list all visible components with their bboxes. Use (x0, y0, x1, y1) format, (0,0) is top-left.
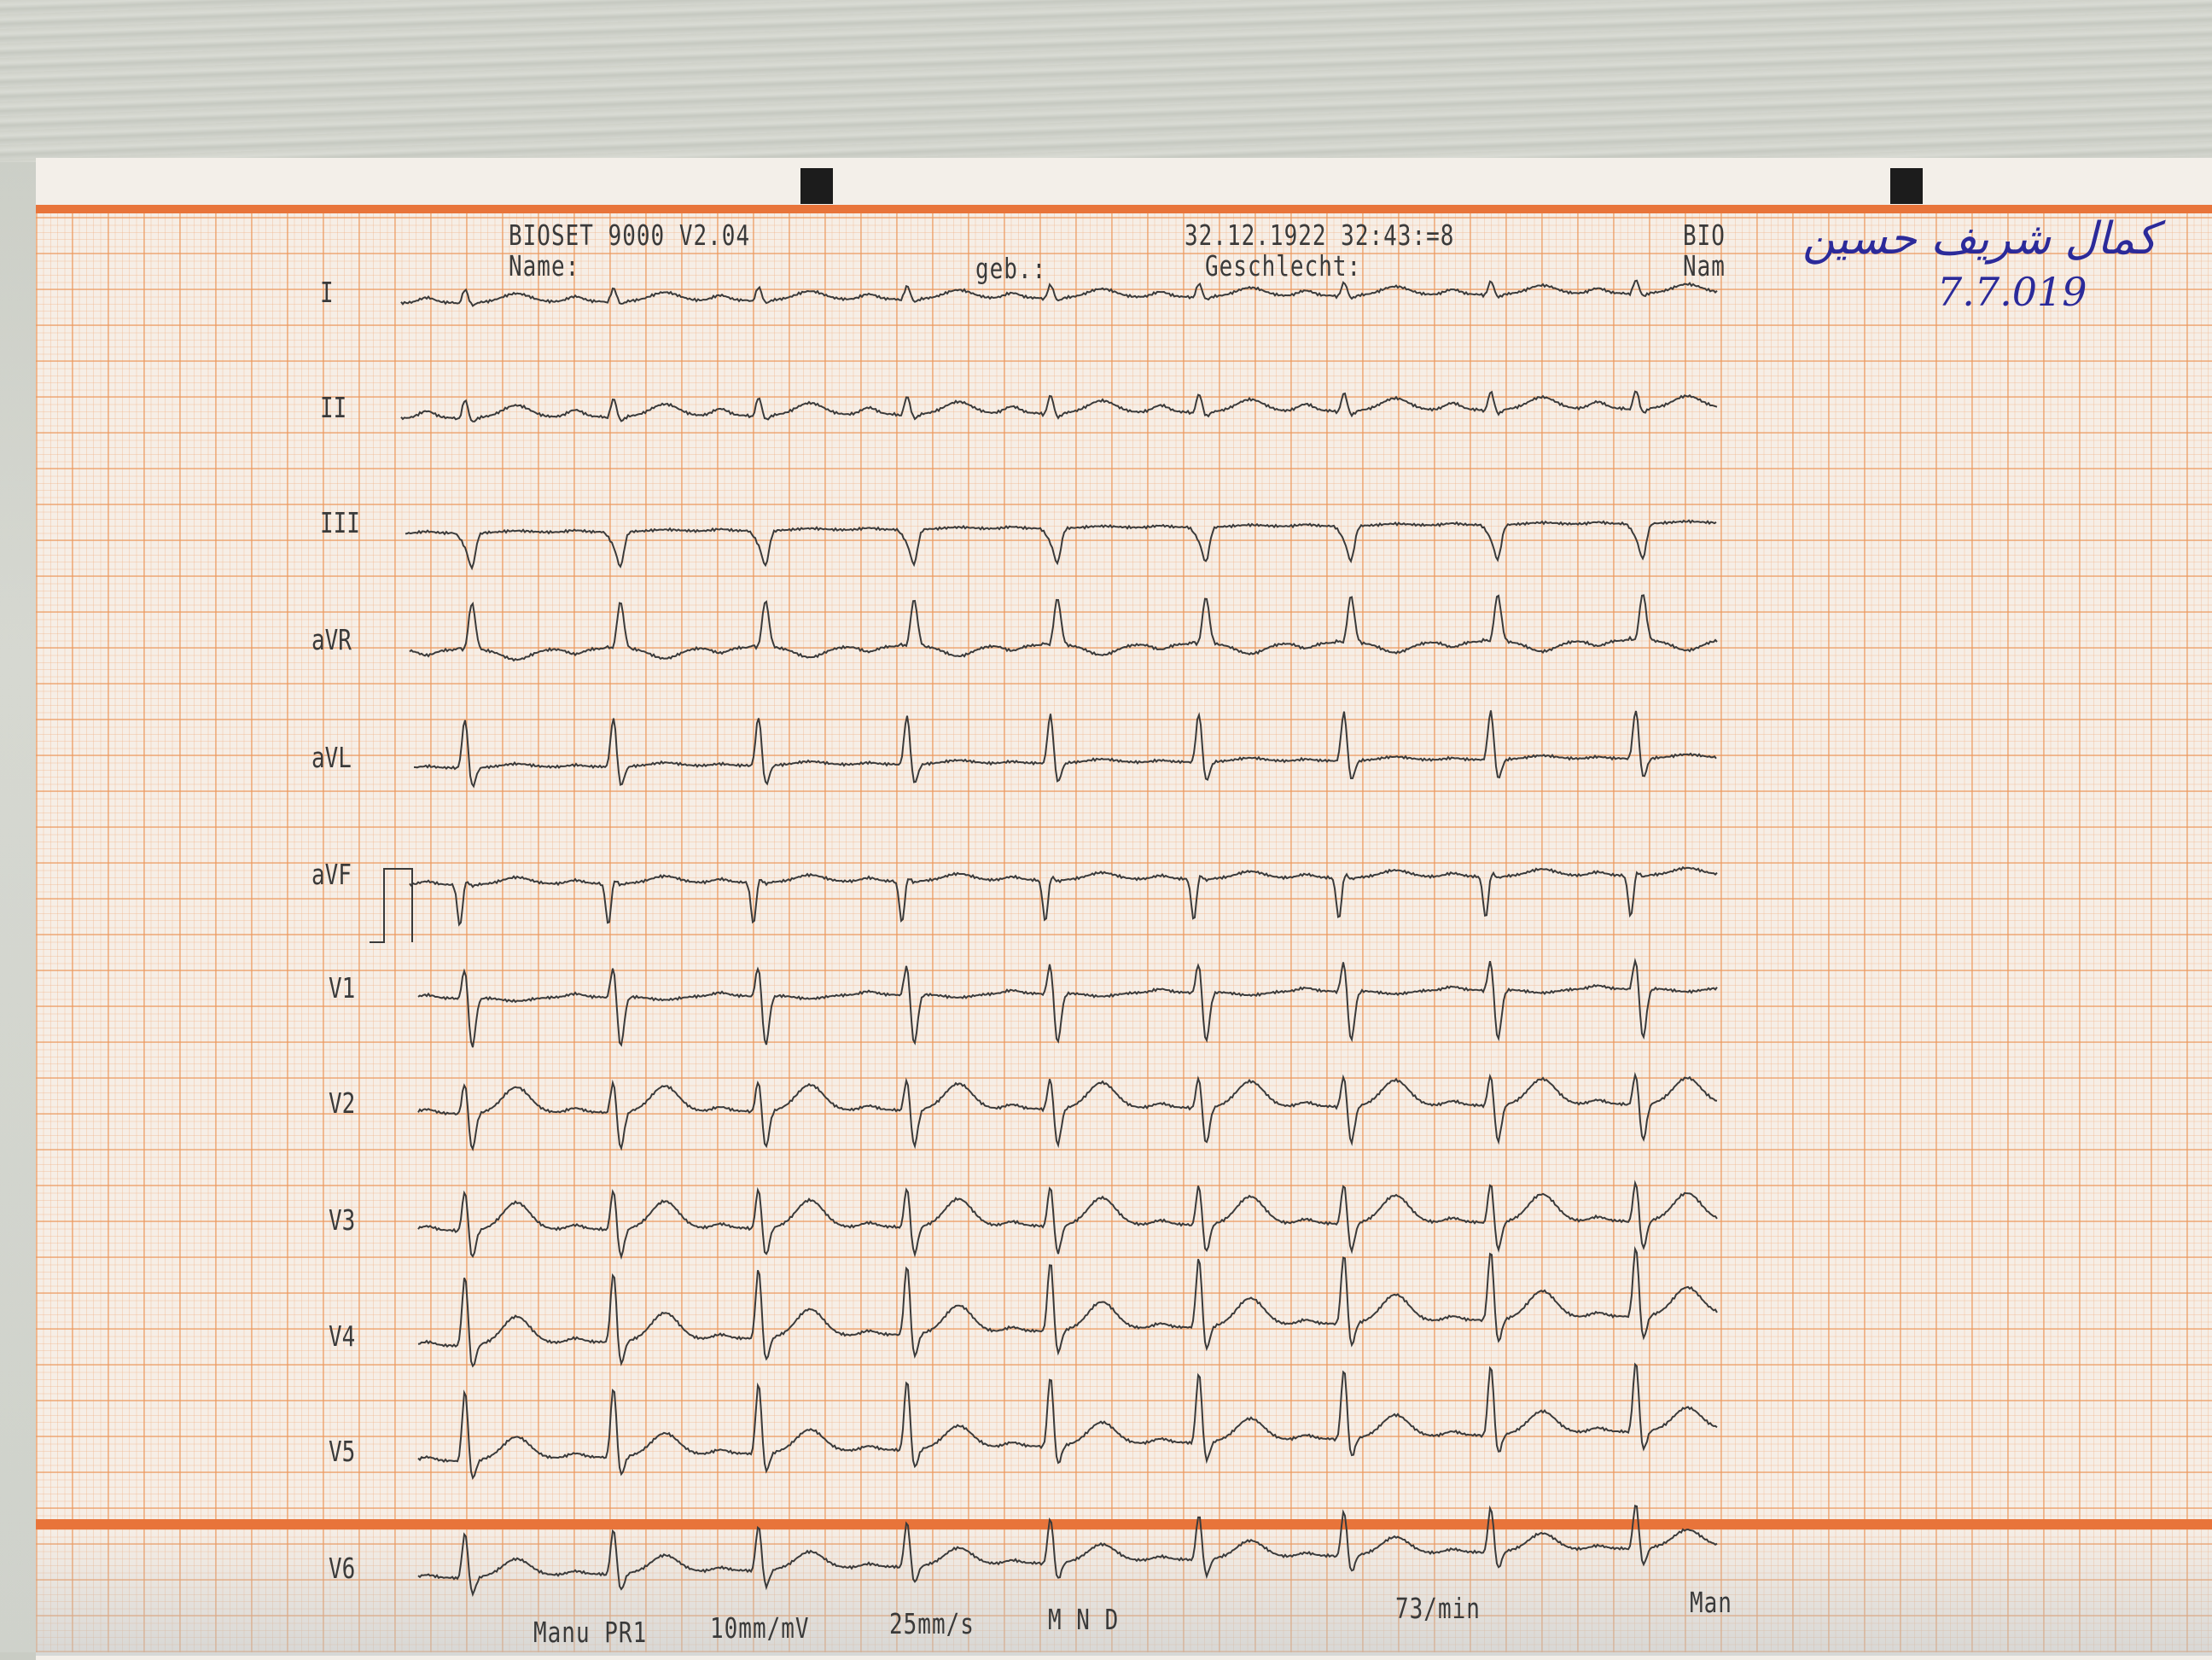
corner-label-top: BIO (1683, 220, 1726, 253)
lead-label-i: I (320, 277, 334, 310)
lead-label-avr: aVR (311, 625, 352, 657)
sync-mark (1890, 168, 1923, 204)
trace-iii (405, 519, 1717, 571)
trace-v3 (417, 1179, 1718, 1261)
calibration-pulse (370, 868, 413, 943)
lead-label-ii: II (320, 393, 347, 425)
trace-v6 (417, 1504, 1718, 1598)
trace-v4 (417, 1245, 1718, 1368)
lead-label-avl: aVL (311, 743, 352, 775)
recording-mode: Manu PR1 (533, 1617, 648, 1650)
footer-corner-label: Man (1690, 1587, 1732, 1620)
lead-label-v1: V1 (329, 973, 356, 1005)
trace-avl (413, 710, 1717, 789)
trace-i (400, 279, 1718, 307)
birth-label: geb.: (975, 253, 1047, 286)
top-border-line (36, 205, 2212, 213)
sync-mark (800, 168, 833, 204)
trace-avf (409, 865, 1718, 927)
handwritten-name: كمال شريف حسين (1802, 213, 2157, 265)
corner-label-bottom: Nam (1683, 251, 1726, 283)
record-datetime: 32.12.1922 32:43:=8 (1185, 220, 1455, 253)
device-name: BIOSET 9000 V2.04 (509, 220, 751, 253)
lead-label-v5: V5 (329, 1436, 356, 1469)
lead-label-v2: V2 (329, 1088, 356, 1121)
lead-label-v4: V4 (329, 1321, 356, 1354)
name-label: Name: (509, 251, 580, 283)
heart-rate: 73/min (1395, 1593, 1481, 1626)
lead-label-v6: V6 (329, 1553, 356, 1586)
lead-label-v3: V3 (329, 1205, 356, 1238)
handwritten-date: 7.7.019 (1937, 269, 2087, 315)
sex-label: Geschlecht: (1205, 251, 1362, 283)
trace-v5 (417, 1362, 1718, 1481)
filter-settings: M N D (1048, 1605, 1120, 1637)
bottom-border-line (36, 1519, 2212, 1529)
lead-label-iii: III (320, 508, 360, 540)
trace-ii (400, 390, 1718, 422)
paper-shadow (36, 1528, 2212, 1656)
trace-v2 (417, 1071, 1718, 1152)
paper-speed: 25mm/s (889, 1609, 975, 1641)
lead-label-avf: aVF (311, 859, 352, 892)
trace-avr (409, 594, 1718, 662)
gain-setting: 10mm/mV (710, 1613, 810, 1645)
wooden-desk-background (0, 0, 2212, 162)
trace-v1 (417, 958, 1718, 1048)
ecg-grid (36, 209, 2212, 1652)
